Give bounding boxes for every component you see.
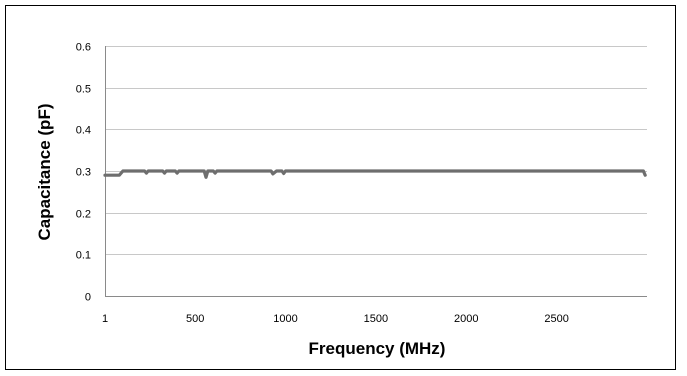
- y-tick-label: 0.5: [76, 84, 91, 96]
- y-tick-label: 0.1: [76, 250, 91, 262]
- y-tick-label: 0: [85, 292, 91, 304]
- x-tick-label: 2000: [454, 313, 478, 325]
- y-tick-label: 0.3: [76, 167, 91, 179]
- x-tick-label: 1: [102, 313, 108, 325]
- x-tick-labels: 1 500 1000 1500 2000 2500: [102, 313, 569, 325]
- y-tick-labels: 0 0.1 0.2 0.3 0.4 0.5 0.6: [76, 42, 91, 304]
- x-tick-label: 2500: [544, 313, 568, 325]
- axes: [105, 46, 647, 297]
- x-tick-label: 1000: [273, 313, 297, 325]
- chart-frame: [5, 5, 676, 370]
- y-tick-label: 0.4: [76, 125, 91, 137]
- y-tick-label: 0.6: [76, 42, 91, 54]
- x-axis-title: Frequency (MHz): [309, 339, 446, 358]
- series-layer: [103, 169, 647, 179]
- x-tick-label: 500: [186, 313, 204, 325]
- x-tick-label: 1500: [364, 313, 388, 325]
- series-line: [103, 169, 647, 179]
- y-tick-label: 0.2: [76, 209, 91, 221]
- y-axis-title: Capacitance (pF): [35, 104, 54, 241]
